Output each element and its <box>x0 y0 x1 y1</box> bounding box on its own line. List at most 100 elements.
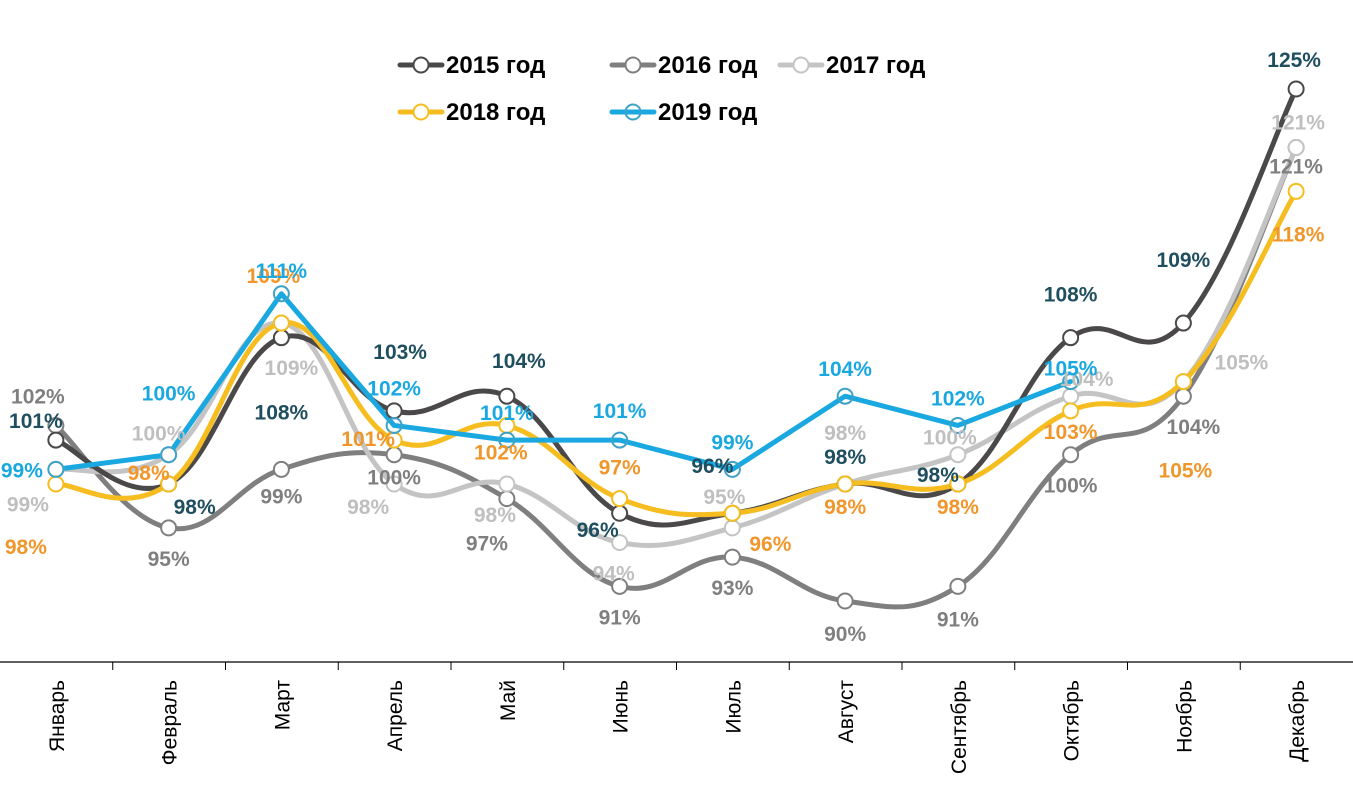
data-label: 98% <box>917 464 959 487</box>
legend-item: 2016 год <box>609 52 757 79</box>
x-tick-label: Июнь <box>610 680 633 733</box>
data-point <box>1062 446 1080 464</box>
data-point <box>723 519 741 537</box>
data-point <box>1287 139 1305 157</box>
data-label: 118% <box>1272 223 1325 246</box>
legend-marker <box>624 56 642 74</box>
data-point <box>160 446 178 464</box>
data-label: 111% <box>256 260 308 283</box>
data-label: 96% <box>691 455 733 478</box>
data-label: 91% <box>937 608 979 631</box>
data-label: 98% <box>174 496 216 519</box>
x-tick-label: Январь <box>46 680 69 752</box>
data-point <box>160 519 178 537</box>
data-point <box>1287 80 1305 98</box>
legend-label: 2015 год <box>446 52 545 79</box>
x-tick-label: Август <box>835 680 858 744</box>
data-point <box>272 329 290 347</box>
data-label: 100% <box>142 383 196 406</box>
legend-item: 2018 год <box>397 99 545 126</box>
x-tick-label: Сентябрь <box>948 680 971 774</box>
data-point <box>836 475 854 493</box>
data-point <box>385 475 403 493</box>
data-label: 97% <box>466 533 508 556</box>
series-line-2017-год <box>53 145 1299 549</box>
data-label: 99% <box>7 493 49 516</box>
data-label: 101% <box>593 400 647 423</box>
data-label: 104% <box>1060 368 1114 391</box>
data-label: 96% <box>577 519 619 542</box>
data-point <box>1062 402 1080 420</box>
data-point <box>723 460 741 478</box>
legend-item: 2015 год <box>397 52 545 79</box>
data-label: 108% <box>1044 284 1098 307</box>
x-tick-label: Декабрь <box>1286 680 1309 762</box>
data-label: 125% <box>1267 49 1321 72</box>
data-label: 98% <box>824 422 866 445</box>
data-label: 101% <box>480 402 534 425</box>
legend-label: 2016 год <box>658 52 757 79</box>
x-tick-label: Июль <box>722 680 745 734</box>
legend-item: 2019 год <box>609 99 757 126</box>
data-point <box>498 431 516 449</box>
x-tick-label: Октябрь <box>1061 680 1084 761</box>
data-label: 100% <box>923 427 977 450</box>
data-label: 103% <box>1044 421 1098 444</box>
data-label: 95% <box>703 486 745 509</box>
legend: 2015 год 2016 год 2017 год 2018 год 2019 год <box>397 52 925 126</box>
data-point <box>611 431 629 449</box>
data-label: 109% <box>247 265 301 288</box>
data-label: 100% <box>367 467 421 490</box>
x-tick-label: Февраль <box>159 680 182 765</box>
data-label: 104% <box>492 350 546 373</box>
data-label: 102% <box>367 377 421 400</box>
data-point <box>611 577 629 595</box>
data-label: 98% <box>128 462 170 485</box>
x-tick-label: Май <box>497 680 520 721</box>
data-label: 98% <box>937 496 979 519</box>
data-point <box>47 460 65 478</box>
series-markers <box>47 80 1305 610</box>
data-label: 98% <box>824 446 866 469</box>
data-point <box>949 577 967 595</box>
data-labels: 102% 95% 99% 100% 97% 91% 93% 90% 91% 100% 104% 121… <box>1 49 1325 646</box>
data-label: 102% <box>11 385 65 408</box>
series-lines <box>53 86 1299 610</box>
data-label: 101% <box>341 428 395 451</box>
data-point <box>723 548 741 566</box>
data-point <box>47 431 65 449</box>
data-label: 105% <box>1215 352 1269 375</box>
data-point <box>949 446 967 464</box>
data-point <box>611 490 629 508</box>
data-point <box>1174 387 1192 405</box>
data-label: 103% <box>373 341 427 364</box>
legend-label: 2019 год <box>658 99 757 126</box>
legend-label: 2018 год <box>446 99 545 126</box>
data-point <box>385 402 403 420</box>
data-point <box>949 416 967 434</box>
data-label: 121% <box>1271 112 1325 135</box>
data-point <box>836 387 854 405</box>
data-point <box>385 416 403 434</box>
data-label: 109% <box>1157 249 1211 272</box>
data-label: 99% <box>260 485 302 508</box>
legend-marker <box>792 56 810 74</box>
legend-marker <box>624 103 642 121</box>
data-label: 100% <box>1044 475 1098 498</box>
data-point <box>272 460 290 478</box>
data-point <box>836 592 854 610</box>
data-point <box>1287 182 1305 200</box>
data-point <box>949 475 967 493</box>
x-tick-label: Ноябрь <box>1173 680 1196 753</box>
data-label: 98% <box>347 496 389 519</box>
data-label: 102% <box>931 387 985 410</box>
data-label: 93% <box>711 577 753 600</box>
data-point <box>47 475 65 493</box>
data-point <box>1174 314 1192 332</box>
data-point <box>611 533 629 551</box>
x-tick-label: Март <box>271 680 294 731</box>
data-label: 96% <box>749 533 791 556</box>
data-label: 91% <box>599 606 641 629</box>
data-label: 94% <box>593 562 635 585</box>
